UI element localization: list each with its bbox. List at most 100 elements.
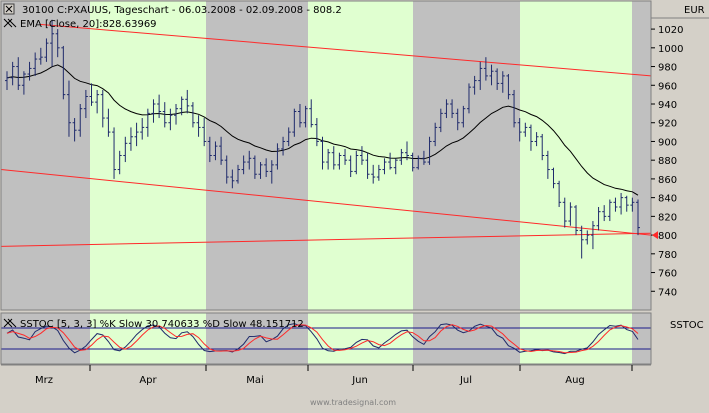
y-tick-label: 940 [658,100,677,111]
x-tick-label: Apr [139,375,157,386]
ohlc-bar [168,108,173,131]
ohlc-bar [466,83,471,114]
ohlc-bar [630,197,635,212]
ohlc-bar [117,150,122,175]
ohlc-bar [89,83,94,106]
ema-toggle-icon[interactable] [3,18,17,28]
ohlc-bar [224,155,229,184]
ohlc-bar [66,80,71,137]
ohlc-bar [314,118,319,147]
stochastic-label: SSTOC [5, 3, 3] %K Slow 30.740633 %D Slo… [20,319,304,330]
ohlc-bar [343,148,348,165]
ohlc-bar [145,108,150,137]
y-tick-label: 960 [658,81,677,92]
ohlc-bar [207,136,212,163]
ohlc-bar [416,155,421,170]
ohlc-bar [574,205,579,236]
ohlc-bar [568,202,573,226]
ohlc-bar [534,132,539,147]
ohlc-bar [365,152,370,179]
ohlc-bar [557,180,562,207]
ohlc-bar [151,99,156,123]
stochastic-month-band [413,313,520,364]
ohlc-bar [303,105,308,128]
stochastic-month-band [632,313,651,364]
stochastic-month-band [520,313,632,364]
month-band [520,1,632,310]
month-band [206,1,308,310]
ohlc-bar [523,122,528,137]
ohlc-bar [128,127,133,151]
ohlc-bar [331,146,336,170]
ohlc-bar [388,152,393,170]
ohlc-bar [275,143,280,170]
stochastic-toggle-icon[interactable] [3,318,17,328]
ohlc-bar [483,57,488,81]
price-panel-border [0,0,652,311]
ohlc-bar [269,160,274,184]
ohlc-bar [281,136,286,156]
y-tick-label: 1000 [658,44,683,55]
y-tick-label: 820 [658,212,677,223]
stochastic-month-band [308,313,413,364]
ohlc-bar [540,133,545,161]
ohlc-bar [500,71,505,93]
ohlc-bar [241,155,246,175]
ohlc-bar [382,158,387,175]
ohlc-bar [472,75,477,95]
y-tick-label: 880 [658,156,677,167]
ohlc-bar [230,169,235,189]
ohlc-bar [95,89,100,114]
ohlc-bar [157,94,162,119]
stochastic-month-band [1,313,90,364]
ohlc-bar [27,61,32,81]
y-tick-label: 1020 [658,25,683,36]
ohlc-bar [50,19,55,67]
ohlc-bar [551,167,556,189]
ohlc-bar [585,230,590,245]
ohlc-bar [427,136,432,165]
y-tick-label: 980 [658,63,677,74]
ohlc-bar [393,158,398,175]
trendline [0,169,652,236]
ohlc-bar [596,207,601,231]
ohlc-bar [162,102,167,128]
ohlc-bar [517,118,522,142]
ohlc-bar [44,38,49,62]
stochastic-plot [1,323,651,355]
window-icon[interactable] [3,3,15,15]
ohlc-bar [16,57,21,90]
ohlc-bar [607,199,612,222]
ohlc-bar [399,148,404,165]
month-bands [1,1,651,364]
header-ema-line: EMA [Close, 20]:828.63969 [20,19,157,30]
ohlc-bar [196,115,201,137]
ohlc-bar [140,118,145,140]
ohlc-bar [421,150,426,165]
current-price-marker [652,231,658,240]
ohlc-bar [5,71,9,90]
ohlc-bar [252,155,257,179]
trendlines [0,23,652,247]
ohlc-bar [348,155,353,178]
y-tick-label: 920 [658,119,677,130]
watermark: www.tradesignal.com [310,398,396,407]
ohlc-bar [506,74,511,100]
ohlc-bar [134,122,139,147]
ohlc-bar [292,108,297,137]
x-tick-label: Mrz [35,375,53,386]
ohlc-bar [185,89,190,114]
stochastic-d-line [6,324,639,354]
ohlc-bar [100,89,105,128]
y-tick-label: 840 [658,194,677,205]
ohlc-bar [410,152,415,172]
ohlc-bar [72,118,77,142]
ohlc-bar [624,195,629,212]
ohlc-bar [38,47,43,65]
ohlc-bar [354,150,359,175]
ohlc-bar [61,45,66,100]
ohlc-bar [495,68,500,90]
ohlc-bar [602,205,607,222]
ohlc-bar [123,136,128,163]
ohlc-bar [219,136,224,165]
